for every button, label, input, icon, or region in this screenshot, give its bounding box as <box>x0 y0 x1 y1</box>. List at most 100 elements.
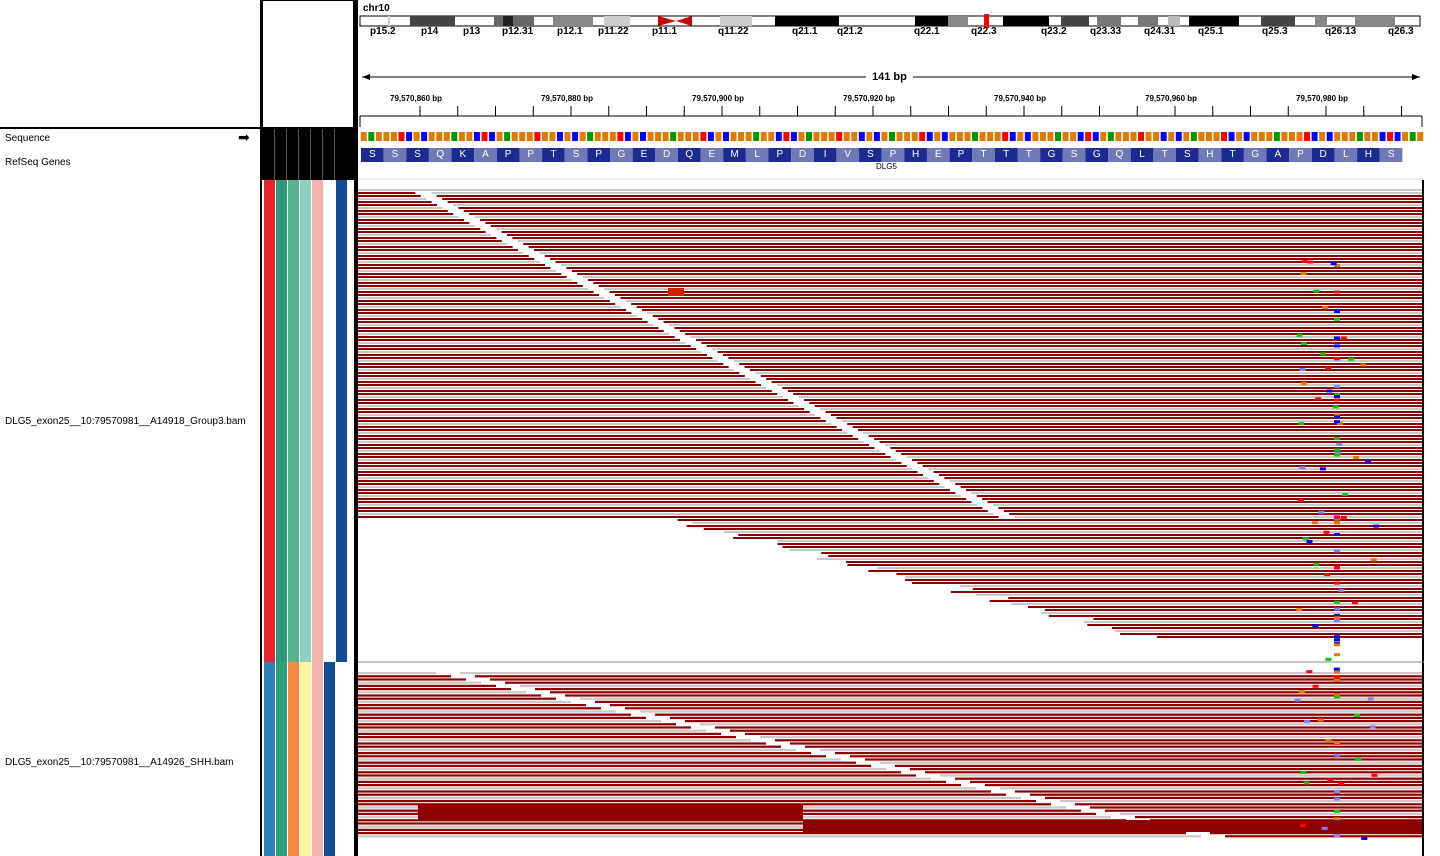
read <box>571 270 1422 272</box>
read <box>1030 793 1422 796</box>
attribute-cell[interactable] <box>276 180 287 662</box>
attribute-cell[interactable] <box>312 180 323 662</box>
sequence-base <box>1319 132 1326 141</box>
read <box>358 477 929 479</box>
ideogram-and-ruler[interactable] <box>358 0 1424 128</box>
read <box>358 713 631 716</box>
attribute-cell[interactable] <box>336 180 347 662</box>
sequence-base <box>745 132 752 141</box>
read <box>358 800 1036 803</box>
amino-acid: L <box>754 149 760 160</box>
read <box>358 381 756 383</box>
mismatch <box>1334 581 1340 585</box>
read <box>358 276 567 278</box>
attribute-cell[interactable] <box>300 180 311 662</box>
read <box>358 716 646 719</box>
sequence-bases[interactable] <box>360 132 1424 141</box>
read <box>505 681 1422 684</box>
mismatch <box>1324 573 1331 577</box>
attribute-cell[interactable] <box>288 662 299 856</box>
read <box>358 306 621 308</box>
sequence-base <box>1145 132 1152 141</box>
mismatch <box>1334 565 1340 569</box>
ideogram-bands[interactable] <box>359 14 1421 28</box>
sequence-base <box>730 132 737 141</box>
bam2-alignments[interactable] <box>358 672 1422 838</box>
attribute-cell[interactable] <box>336 662 347 856</box>
amino-acid-box <box>587 148 611 162</box>
read <box>777 540 1422 542</box>
read <box>358 675 451 678</box>
read <box>358 729 706 732</box>
mismatch <box>1334 834 1340 838</box>
mismatch <box>1334 533 1340 537</box>
amino-acid-box <box>1153 148 1176 162</box>
gene-name-label[interactable]: DLG5 <box>876 162 897 171</box>
mismatch <box>1336 421 1343 425</box>
read <box>975 594 1422 596</box>
mismatch <box>1342 493 1349 497</box>
sequence-base <box>972 132 978 141</box>
amino-acid: Q <box>1115 149 1124 160</box>
read <box>755 372 1422 374</box>
read <box>358 402 794 404</box>
read <box>925 771 1422 774</box>
bam2-track-label[interactable]: DLG5_exon25__10:79570981__A14926_SHH.bam <box>5 757 234 768</box>
read <box>485 222 1422 224</box>
read <box>905 579 1422 581</box>
attribute-cell[interactable] <box>264 662 275 856</box>
ruler[interactable] <box>359 74 1423 127</box>
attribute-cell[interactable] <box>288 180 299 662</box>
divider-name-attr[interactable] <box>260 0 262 856</box>
read <box>358 423 832 425</box>
attribute-cell[interactable] <box>324 662 335 856</box>
read <box>1014 516 1422 518</box>
read <box>358 210 448 212</box>
read <box>885 444 1422 446</box>
amino-acid-box <box>406 148 429 162</box>
amino-acid: G <box>1251 149 1260 160</box>
read <box>777 384 1422 386</box>
sequence-track-label[interactable]: Sequence <box>5 133 51 144</box>
attribute-cell[interactable] <box>300 662 311 856</box>
sequence-base <box>873 132 880 141</box>
sequence-base <box>775 132 782 141</box>
amino-acid-box <box>1175 148 1199 162</box>
gene-translation[interactable] <box>361 148 1403 162</box>
refseq-track-label[interactable]: RefSeq Genes <box>5 157 71 168</box>
read <box>874 438 1422 440</box>
bam1-track-label[interactable]: DLG5_exon25__10:79570981__A14918_Group3.… <box>5 416 246 427</box>
sequence-base <box>1122 132 1129 141</box>
band-label: p11.22 <box>598 26 629 37</box>
read <box>358 483 940 485</box>
sequence-base <box>753 132 760 141</box>
mismatch <box>1312 624 1319 628</box>
read <box>760 736 1422 739</box>
attribute-cell[interactable] <box>276 662 287 856</box>
read <box>876 567 1422 569</box>
sequence-gene-tracks[interactable] <box>358 129 1424 180</box>
attribute-cell[interactable] <box>324 180 335 662</box>
strand-arrow-icon[interactable]: ➡ <box>238 129 250 145</box>
bam1-alignments[interactable] <box>358 189 1423 638</box>
attribute-cell[interactable] <box>264 180 275 662</box>
read <box>358 480 934 482</box>
divider-attr-data[interactable] <box>354 0 358 856</box>
mismatch <box>1334 549 1340 553</box>
amino-acid: G <box>1092 149 1101 160</box>
alignment-panel[interactable] <box>358 180 1424 856</box>
read <box>700 723 1422 726</box>
read <box>1083 621 1422 623</box>
read <box>696 339 1422 341</box>
read <box>358 270 556 272</box>
read <box>358 399 788 401</box>
sequence-base <box>443 132 450 141</box>
read <box>358 267 551 269</box>
read <box>750 369 1422 371</box>
amino-acid: G <box>1047 149 1056 160</box>
read <box>358 777 931 780</box>
amino-acid: S <box>391 149 399 160</box>
sequence-base <box>1085 132 1092 141</box>
attribute-cell[interactable] <box>312 662 323 856</box>
read <box>358 672 436 675</box>
